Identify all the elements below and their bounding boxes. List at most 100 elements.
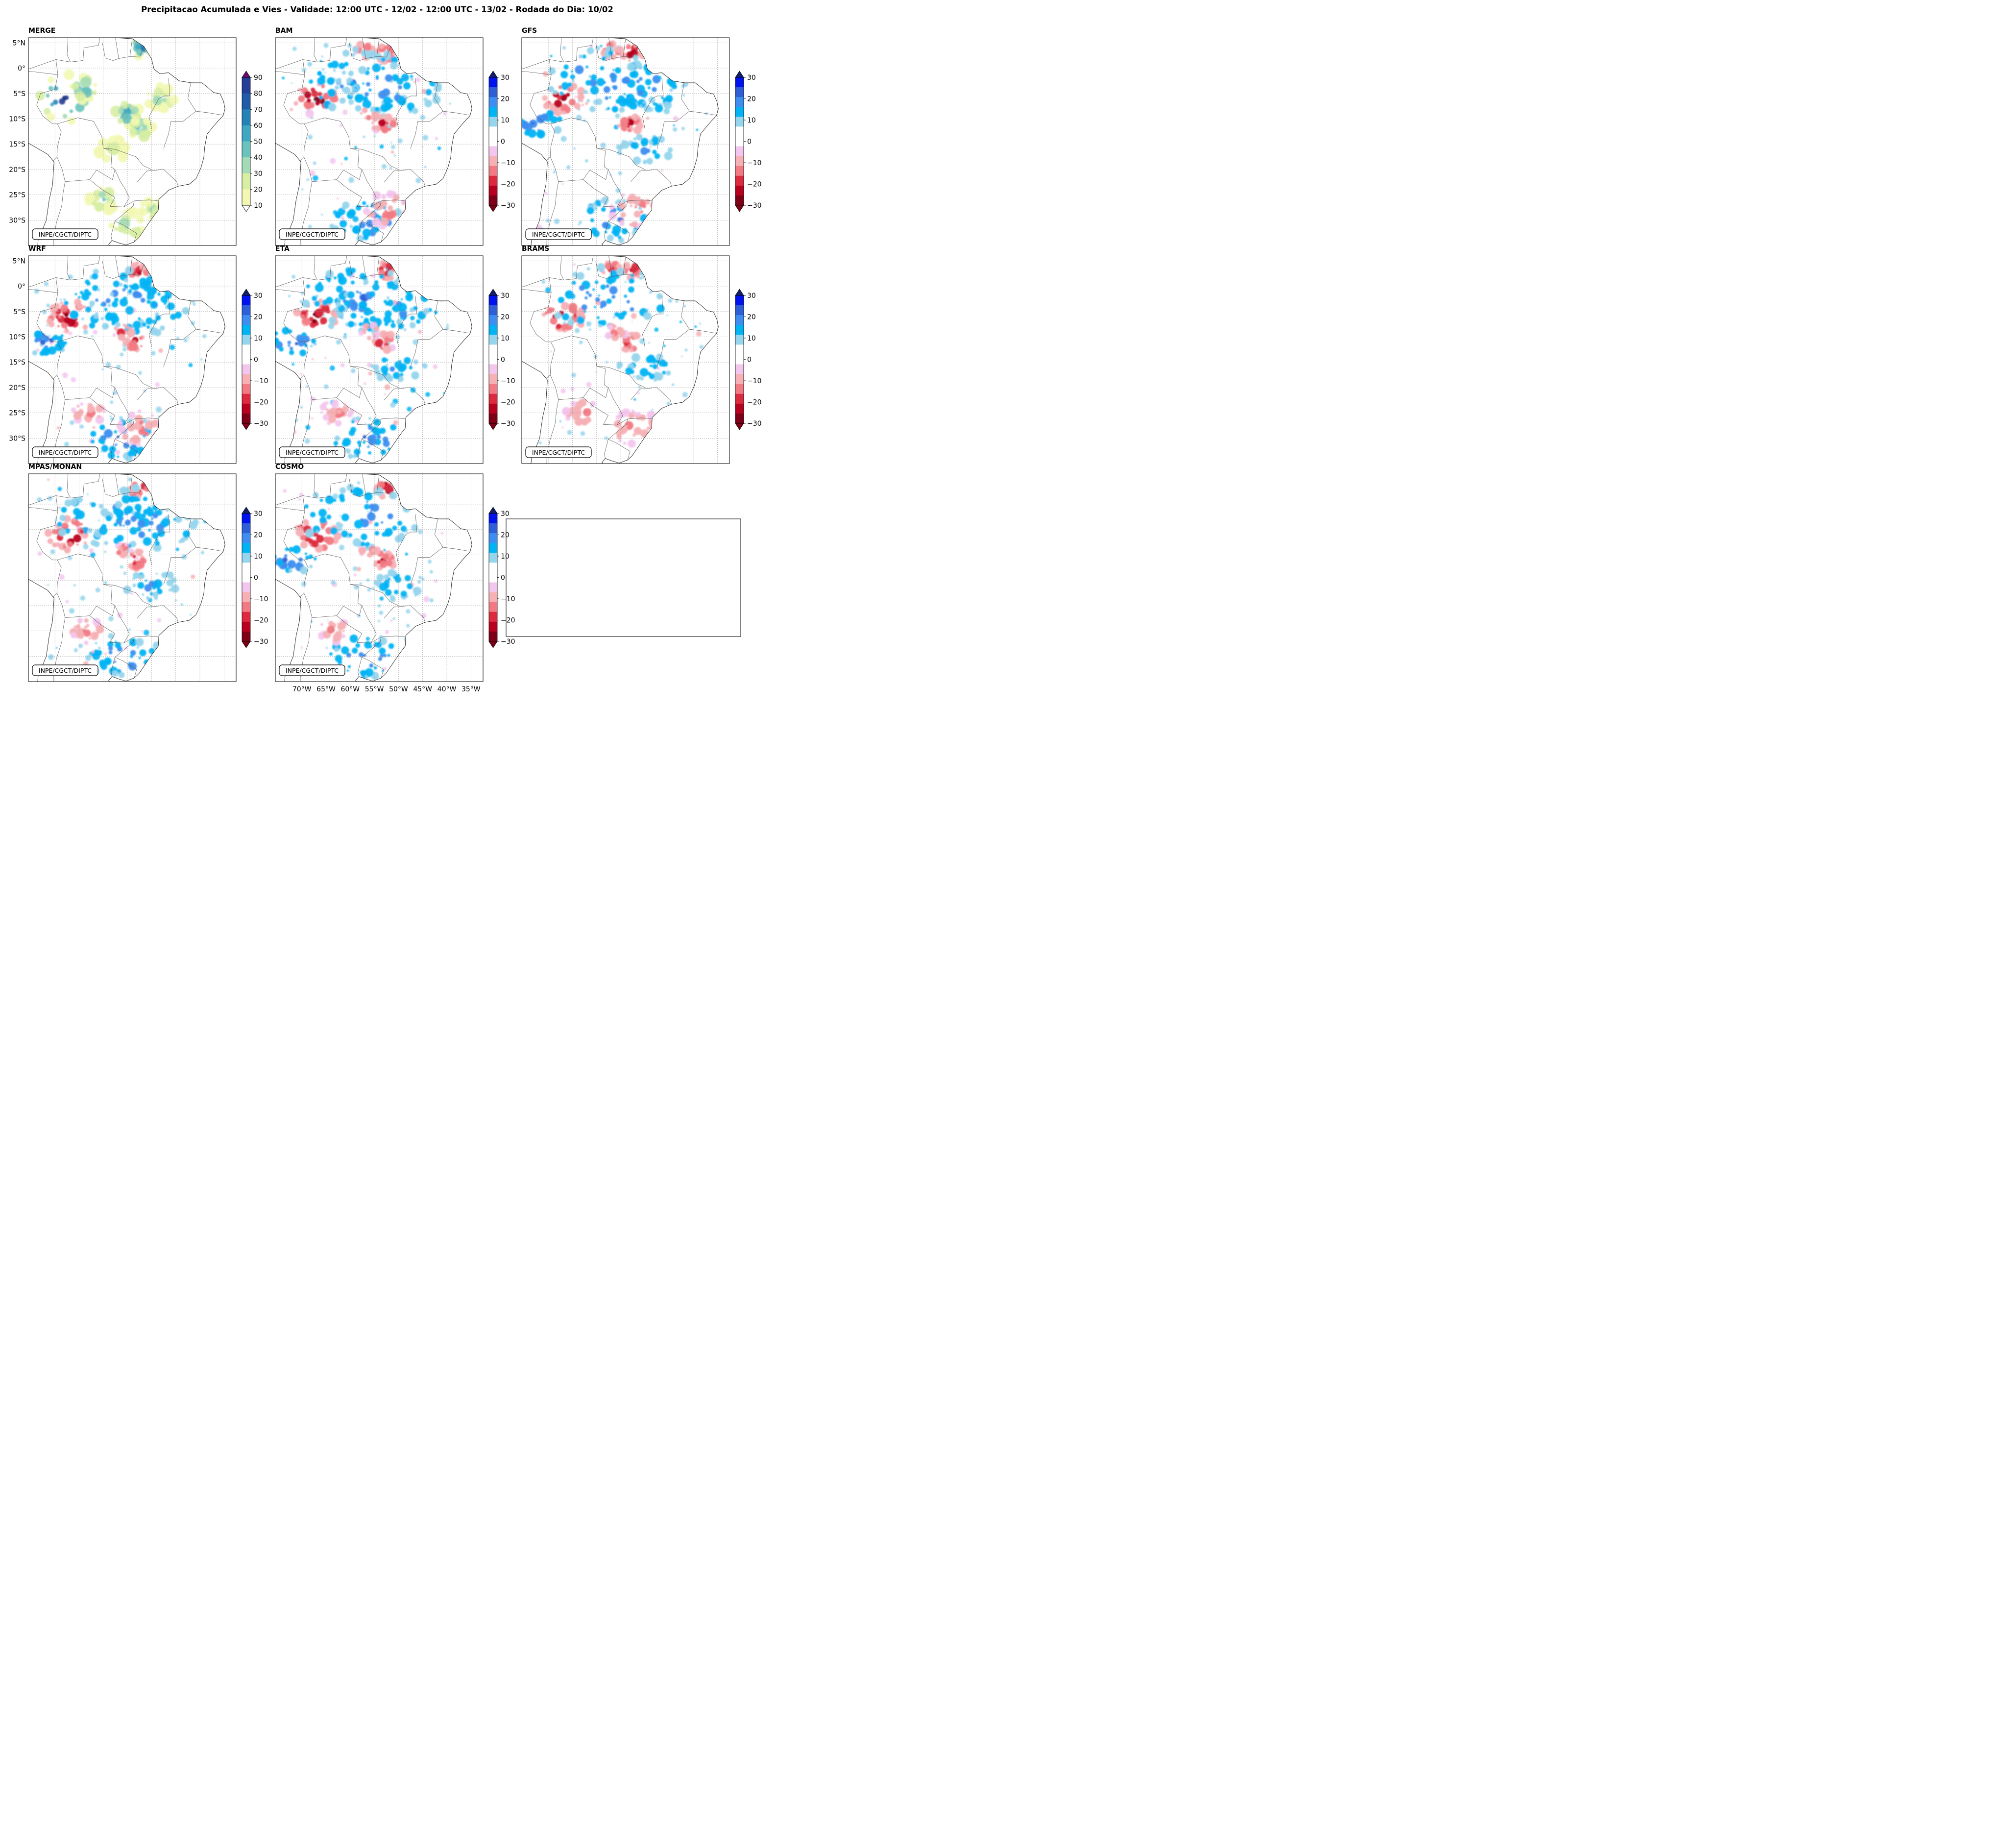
colorbar-tick-label: 10	[747, 335, 756, 342]
credit-text: INPE/CGCT/DIPTC	[39, 449, 92, 456]
lat-tick-label: 10°S	[9, 334, 25, 342]
colorbar-tick-label: 20	[501, 96, 510, 103]
lon-tick-label: 55°W	[365, 685, 384, 693]
lat-tick-label: 5°S	[13, 308, 25, 316]
field-pattern	[275, 260, 463, 459]
colorbar-tick-label: −20	[501, 399, 515, 407]
colorbar-tick-label: 0	[501, 574, 505, 582]
coastline	[275, 38, 472, 245]
colorbar-top-arrow	[242, 507, 251, 514]
panel-title: MPAS/MONAN	[28, 463, 82, 471]
colorbar-top-arrow	[735, 289, 744, 296]
credit-badge: INPE/CGCT/DIPTC	[279, 446, 345, 458]
colorbar-tick-label: 30	[254, 170, 263, 178]
colorbar-tick-label: 20	[254, 532, 263, 539]
map-frame	[521, 255, 730, 464]
lat-tick-label: 25°S	[9, 192, 25, 199]
credit-text: INPE/CGCT/DIPTC	[532, 231, 585, 238]
figure-title: Precipitacao Acumulada e Vies - Validade…	[141, 5, 613, 14]
gridlines	[522, 256, 729, 464]
credit-badge: INPE/CGCT/DIPTC	[279, 228, 345, 240]
credit-badge: INPE/CGCT/DIPTC	[525, 446, 592, 458]
colorbar-tick-label: −30	[501, 420, 515, 428]
colorbar-bottom-arrow	[488, 423, 498, 430]
map-panel: COSMO INPE/CGCT/DIPTC 70°W 65°W 60°W 55°W 50°W…	[275, 463, 484, 693]
lat-tick-label: 30°S	[9, 435, 25, 442]
colorbar-tick-label: 90	[254, 74, 263, 82]
colorbar-tick-label: −20	[254, 399, 268, 407]
map-panel: MERGE INPE/CGCT/DIPTC 5°N 0° 5°S 10°S 15°S 20°S…	[9, 27, 237, 246]
colorbar-bottom-arrow	[488, 641, 498, 648]
colorbar-tick-label: 10	[254, 202, 263, 210]
gridlines	[522, 38, 729, 245]
credit-text: INPE/CGCT/DIPTC	[39, 667, 92, 674]
colorbar-tick-label: 20	[747, 314, 756, 321]
colorbar-tick-label: −30	[254, 420, 268, 428]
credit-badge: INPE/CGCT/DIPTC	[32, 228, 98, 240]
map-panel: GFS INPE/CGCT/DIPTC	[521, 27, 730, 246]
colorbar-tick-label: 80	[254, 90, 263, 98]
lon-tick-label: 50°W	[389, 685, 408, 693]
colorbar-tick-label: 50	[254, 138, 263, 146]
gridlines	[275, 474, 483, 682]
map-frame	[28, 37, 237, 246]
colorbar-tick-label: −10	[747, 159, 762, 167]
colorbar-bottom-arrow	[242, 641, 251, 648]
map-frame	[275, 473, 484, 682]
coastline	[522, 38, 719, 245]
colorbar-tick-label: 10	[501, 117, 510, 124]
colorbar-tick-label: 0	[747, 356, 752, 364]
gridlines	[275, 38, 483, 245]
panel-title: MERGE	[28, 27, 55, 35]
colorbar-bottom-arrow	[735, 423, 744, 430]
lon-tick-label: 35°W	[461, 685, 481, 693]
colorbar: 30 20 10 0 −10 −20 −30	[242, 289, 268, 430]
credit-badge: INPE/CGCT/DIPTC	[32, 664, 98, 676]
colorbar-tick-label: −20	[747, 399, 762, 407]
colorbar-tick-label: 30	[501, 74, 510, 82]
credit-badge: INPE/CGCT/DIPTC	[525, 228, 592, 240]
lon-tick-label: 70°W	[292, 685, 312, 693]
colorbar-tick-label: −10	[747, 377, 762, 385]
figure: Precipitacao Acumulada e Vies - Validade…	[9, 5, 762, 693]
lat-tick-label: 20°S	[9, 166, 25, 174]
panel-title: WRF	[28, 245, 46, 253]
map-panel: BAM INPE/CGCT/DIPTC	[275, 27, 484, 246]
map-panel: BRAMS INPE/CGCT/DIPTC	[521, 245, 730, 464]
lat-tick-label: 10°S	[9, 116, 25, 123]
credit-text: INPE/CGCT/DIPTC	[286, 667, 339, 674]
colorbar-tick-label: 30	[501, 292, 510, 300]
country-borders	[275, 256, 470, 464]
gridlines	[28, 256, 236, 464]
map-panel: ETA INPE/CGCT/DIPTC	[275, 245, 484, 464]
colorbar-tick-label: 20	[501, 532, 510, 539]
colorbar: 30 20 10 0 −10 −20 −30	[488, 289, 515, 430]
colorbar-tick-label: −20	[501, 181, 515, 189]
coastline	[522, 256, 719, 464]
colorbar-tick-label: 20	[254, 314, 263, 321]
map-frame	[28, 473, 237, 682]
field-pattern	[275, 481, 461, 680]
lat-tick-label: 0°	[18, 65, 25, 73]
lat-tick-label: 15°S	[9, 141, 25, 148]
colorbar-bottom-arrow	[488, 205, 498, 212]
field-pattern	[32, 261, 209, 462]
colorbar-tick-label: 0	[501, 138, 505, 146]
map-frame	[275, 37, 484, 246]
credit-badge: INPE/CGCT/DIPTC	[32, 446, 98, 458]
colorbar: 30 20 10 0 −10 −20 −30	[488, 71, 515, 212]
colorbar: 30 20 10 0 −10 −20 −30	[735, 71, 762, 212]
coastline	[28, 256, 225, 464]
colorbar-tick-label: 10	[254, 553, 263, 561]
credit-text: INPE/CGCT/DIPTC	[286, 449, 339, 456]
colorbar-tick-label: 30	[501, 510, 510, 518]
lat-tick-label: 5°N	[13, 257, 25, 265]
lon-tick-label: 40°W	[437, 685, 457, 693]
colorbar-tick-label: 60	[254, 122, 263, 130]
country-borders	[275, 38, 470, 245]
colorbar: 30 20 10 0 −10 −20 −30	[488, 507, 515, 648]
colorbar-tick-label: −10	[254, 377, 268, 385]
colorbar-tick-label: 10	[501, 335, 510, 342]
colorbar-bottom-arrow	[242, 205, 251, 212]
gridlines	[275, 256, 483, 464]
